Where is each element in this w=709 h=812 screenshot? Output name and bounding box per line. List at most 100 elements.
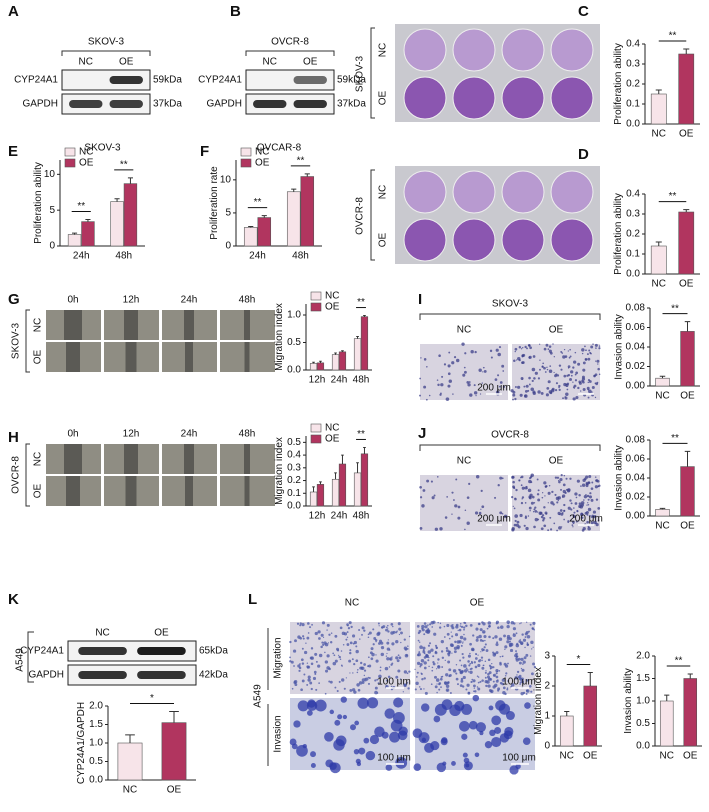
- cell-dot: [310, 763, 316, 768]
- cell-dot: [378, 625, 380, 627]
- cell-dot: [321, 641, 324, 644]
- cell-dot: [447, 384, 451, 388]
- y-tick-label: 0: [225, 241, 231, 252]
- cell-dot: [580, 512, 584, 517]
- blot-band: [69, 100, 103, 108]
- cell-dot: [450, 631, 452, 633]
- cell-dot: [350, 625, 353, 629]
- cell-dot: [564, 355, 568, 358]
- cell-dot: [555, 373, 558, 376]
- y-tick-label: 0: [49, 241, 55, 252]
- band-label: GAPDH: [28, 670, 64, 681]
- cell-dot: [512, 627, 517, 631]
- row-label: NC: [378, 43, 389, 57]
- time-label: 48h: [239, 295, 256, 306]
- cell-dot: [489, 665, 493, 669]
- cell-dot: [348, 659, 352, 663]
- cell-dot: [301, 662, 305, 665]
- cell-dot: [326, 629, 328, 631]
- bar: [353, 472, 362, 507]
- cell-dot: [437, 658, 440, 661]
- cell-dot: [408, 670, 411, 673]
- error-bar: [587, 672, 593, 686]
- cell-dot: [527, 344, 531, 347]
- lane-label: OE: [303, 57, 318, 68]
- cell-dot: [503, 662, 507, 666]
- significance-label: **: [357, 297, 365, 308]
- cell-dot: [566, 388, 569, 391]
- cell-dot: [587, 527, 591, 531]
- cell-dot: [470, 350, 474, 354]
- cell-dot: [554, 388, 558, 392]
- cell-dot: [571, 524, 574, 526]
- cell-dot: [514, 676, 518, 680]
- cell-dot: [441, 666, 444, 668]
- cell-dot: [379, 666, 382, 669]
- cell-dot: [433, 494, 436, 497]
- cell-dot: [562, 483, 566, 487]
- cell-dot: [425, 398, 428, 401]
- cell-dot: [465, 688, 468, 691]
- cell-dot: [476, 675, 479, 677]
- cell-dot: [352, 642, 355, 645]
- cell-dot: [506, 624, 510, 629]
- cell-dot: [376, 692, 379, 694]
- cell-dot: [512, 633, 516, 637]
- bar: [678, 211, 695, 275]
- cell-dot: [556, 476, 560, 479]
- cell-dot: [473, 687, 475, 689]
- cell-dot: [289, 660, 292, 663]
- cell-dot: [353, 748, 360, 755]
- row-label: NC: [33, 452, 44, 466]
- cell-dot: [471, 648, 474, 651]
- cell-dot: [539, 343, 541, 345]
- cell-dot: [544, 495, 546, 497]
- cell-dot: [472, 679, 476, 683]
- cell-dot: [447, 652, 449, 655]
- cell-dot: [397, 654, 400, 657]
- legend-label: OE: [325, 302, 340, 313]
- cell-dot: [427, 644, 431, 647]
- cell-dot: [598, 484, 601, 487]
- cell-dot: [532, 391, 536, 396]
- cell-label: SKOV-3: [355, 56, 366, 93]
- band-label: CYP24A1: [14, 75, 58, 86]
- cell-dot: [422, 646, 426, 650]
- col-label: NC: [457, 456, 471, 467]
- cell-dot: [478, 368, 482, 372]
- cell-dot: [446, 623, 450, 628]
- lane-label: OE: [119, 57, 134, 68]
- cell-dot: [463, 626, 466, 629]
- cell-dot: [512, 398, 514, 401]
- cell-dot: [436, 668, 438, 670]
- cell-dot: [416, 671, 419, 674]
- cell-dot: [311, 623, 313, 626]
- cell-dot: [567, 520, 570, 523]
- cell-dot: [436, 683, 438, 685]
- cell-dot: [420, 357, 422, 359]
- cell-dot: [304, 650, 308, 655]
- lane-label: OE: [154, 628, 169, 639]
- cell-dot: [385, 626, 388, 629]
- cell-dot: [590, 521, 594, 525]
- cell-dot: [526, 347, 528, 350]
- panel-letter: G: [8, 291, 20, 308]
- cell-dot: [542, 519, 545, 522]
- error-bar: [684, 321, 691, 332]
- cell-dot: [420, 659, 425, 663]
- cell-dot: [478, 511, 482, 515]
- cell-dot: [477, 663, 481, 668]
- cell-dot: [543, 366, 546, 370]
- cell-dot: [406, 681, 409, 684]
- cell-dot: [561, 496, 564, 498]
- cell-dot: [516, 670, 520, 674]
- cell-dot: [334, 686, 337, 689]
- cell-dot: [532, 355, 536, 358]
- cell-dot: [318, 682, 320, 684]
- cell-dot: [488, 635, 491, 639]
- cell-dot: [512, 390, 516, 394]
- bar: [243, 227, 258, 247]
- cell-dot: [337, 714, 343, 720]
- cell-dot: [534, 371, 538, 375]
- cell-dot: [313, 670, 317, 674]
